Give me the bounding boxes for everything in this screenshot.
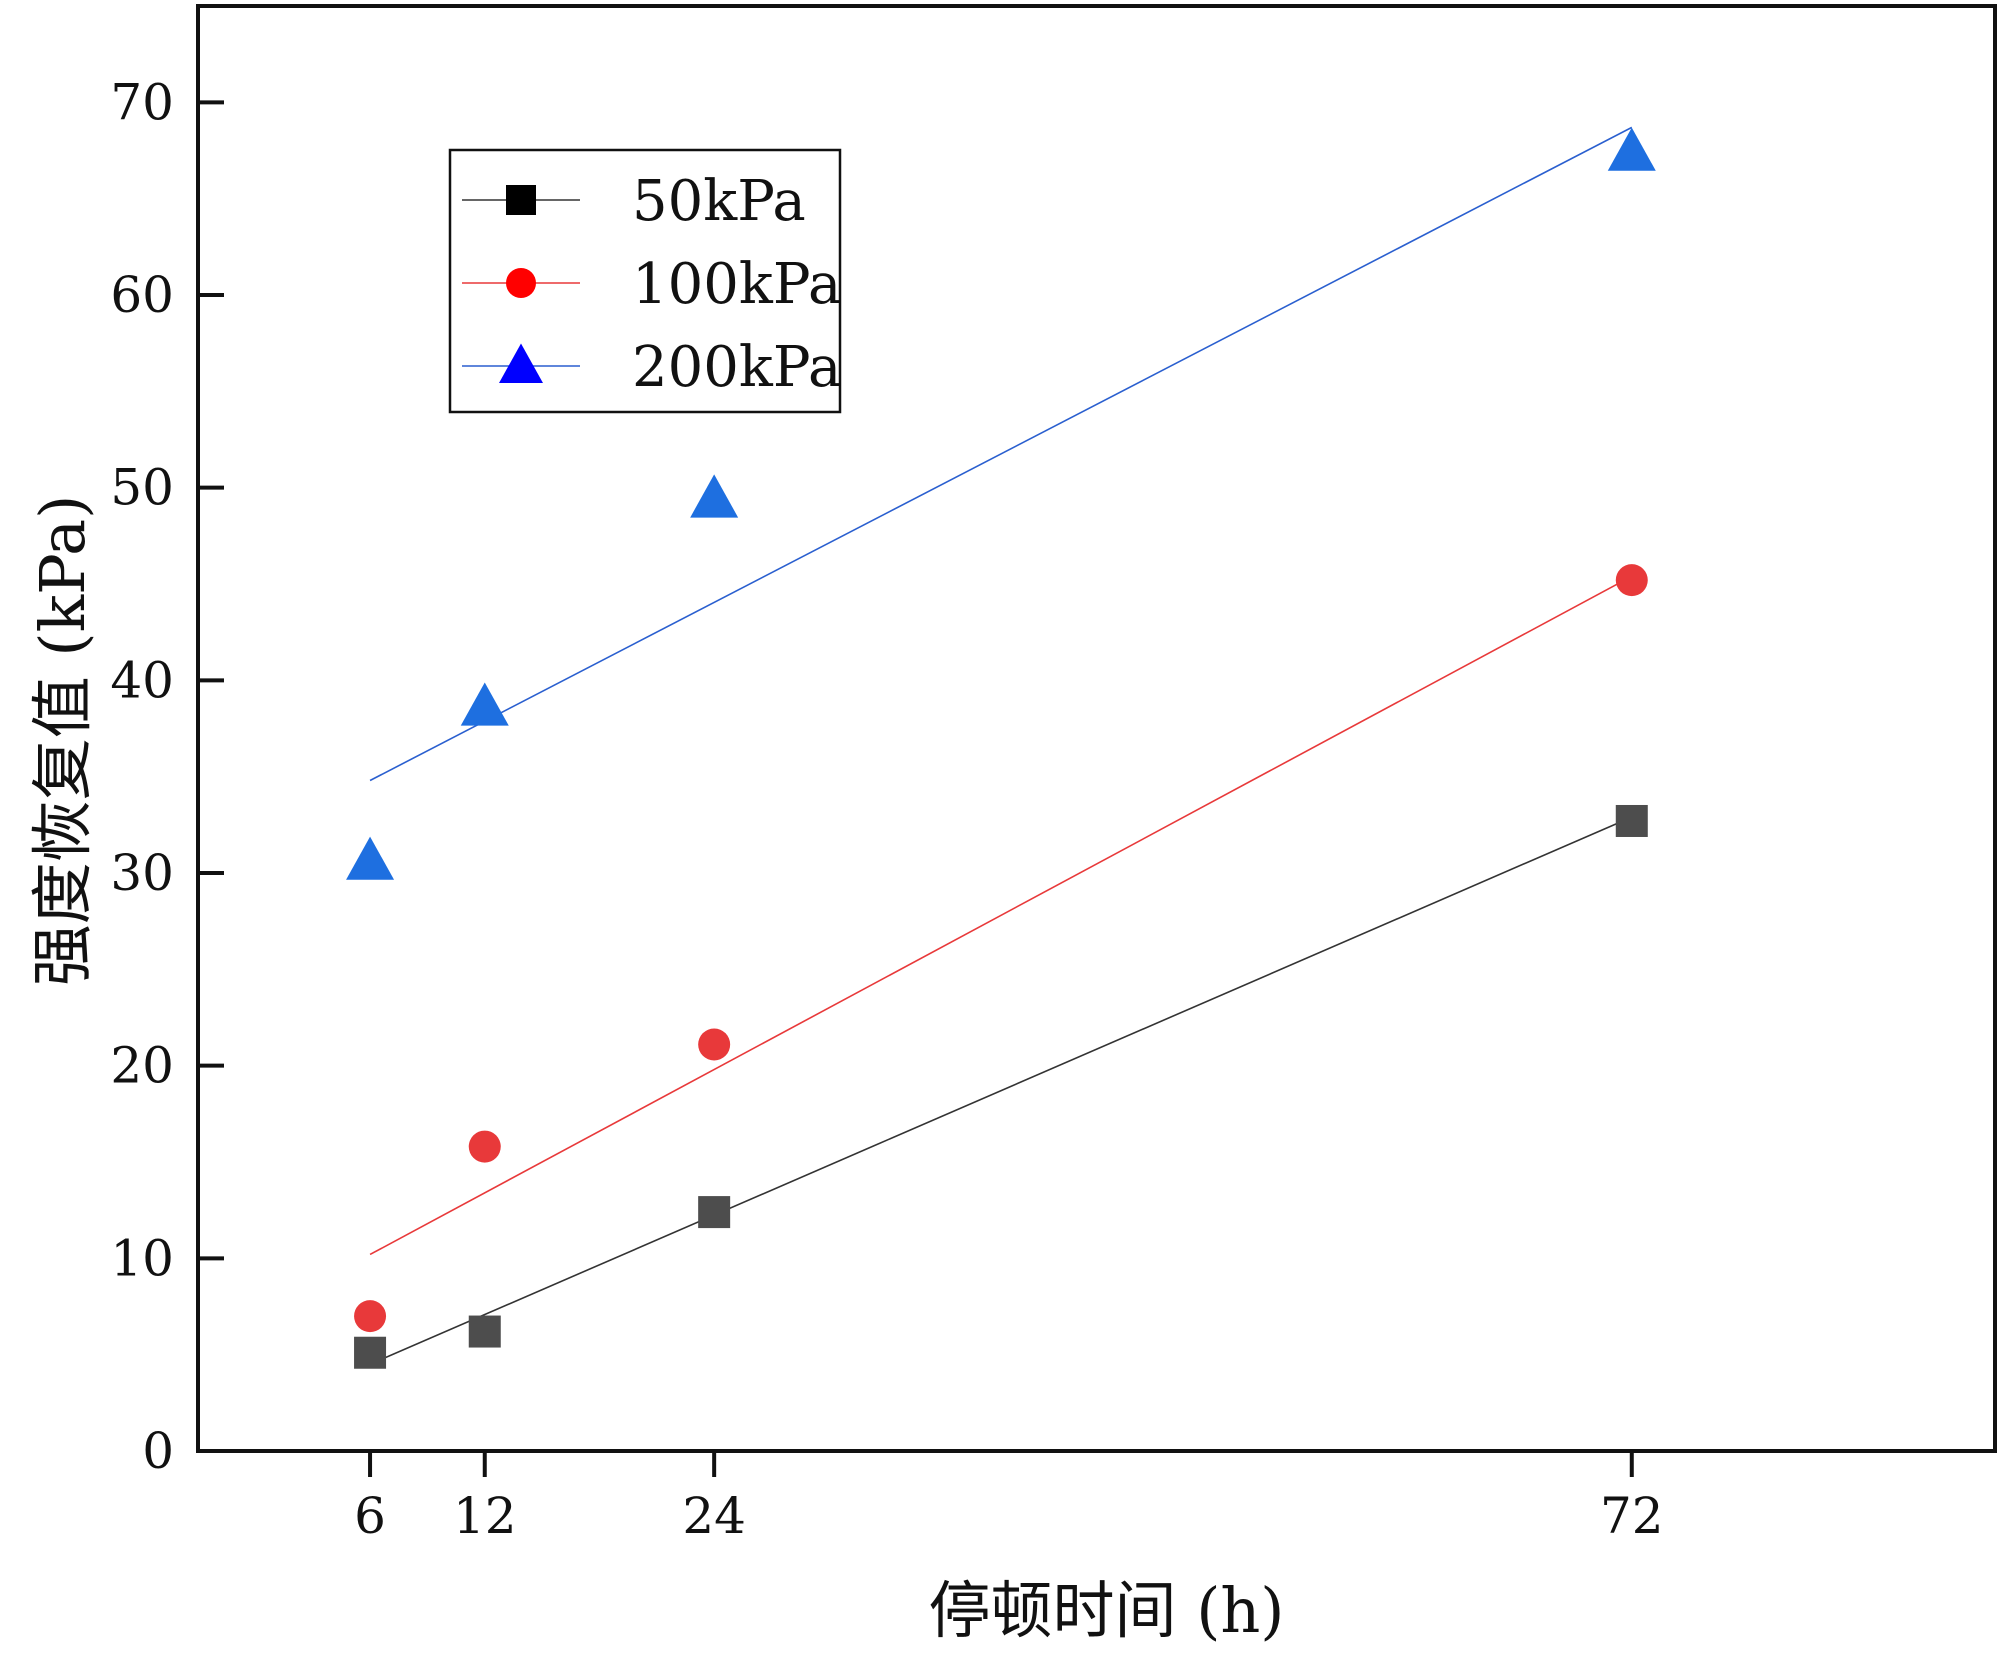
x-axis-title: 停顿时间 (h) [928, 1574, 1284, 1647]
legend-label: 50kPa [632, 169, 806, 234]
data-point-50kPa [698, 1196, 731, 1229]
data-point-100kPa [354, 1300, 387, 1333]
y-tick-label: 40 [110, 651, 174, 709]
fit-line-layer [369, 126, 1633, 1366]
legend-marker-50kPa [506, 185, 536, 215]
data-point-200kPa [1607, 127, 1656, 171]
data-point-100kPa [1615, 564, 1648, 597]
fit-line-50kPa [369, 816, 1633, 1366]
plot-frame [196, 4, 1997, 1453]
marker-layer [346, 127, 1656, 1369]
data-point-100kPa [468, 1130, 501, 1163]
y-tick-label: 10 [110, 1229, 174, 1287]
data-point-200kPa [346, 836, 395, 880]
data-point-100kPa [698, 1028, 731, 1061]
legend-label: 100kPa [632, 252, 841, 317]
y-tick-label: 50 [110, 459, 174, 517]
data-point-200kPa [690, 474, 739, 518]
data-point-50kPa [354, 1336, 387, 1369]
fit-line-100kPa [369, 575, 1633, 1256]
data-point-200kPa [460, 682, 509, 726]
legend-label: 200kPa [632, 335, 841, 400]
legend-marker-100kPa [506, 268, 536, 298]
legend-marker-200kPa [499, 343, 543, 384]
x-tick-label: 24 [682, 1487, 746, 1545]
legend: 50kPa 100kPa 200kPa [448, 148, 841, 414]
data-point-50kPa [1615, 804, 1648, 837]
y-tick-label: 0 [142, 1422, 174, 1480]
y-tick-label: 20 [110, 1037, 174, 1095]
x-tick-label: 6 [354, 1487, 386, 1545]
data-point-50kPa [468, 1315, 501, 1348]
y-tick-label: 60 [110, 266, 174, 324]
x-tick-label: 12 [453, 1487, 517, 1545]
y-tick-label: 30 [110, 844, 174, 902]
x-tick-label: 72 [1600, 1487, 1664, 1545]
axis-layer: 0 10 20 30 40 50 60 70 6 12 24 72 [110, 73, 1663, 1545]
y-tick-label: 70 [110, 73, 174, 131]
y-axis-title: 强度恢复值 (kPa) [26, 495, 99, 987]
fit-line-200kPa [369, 126, 1633, 782]
